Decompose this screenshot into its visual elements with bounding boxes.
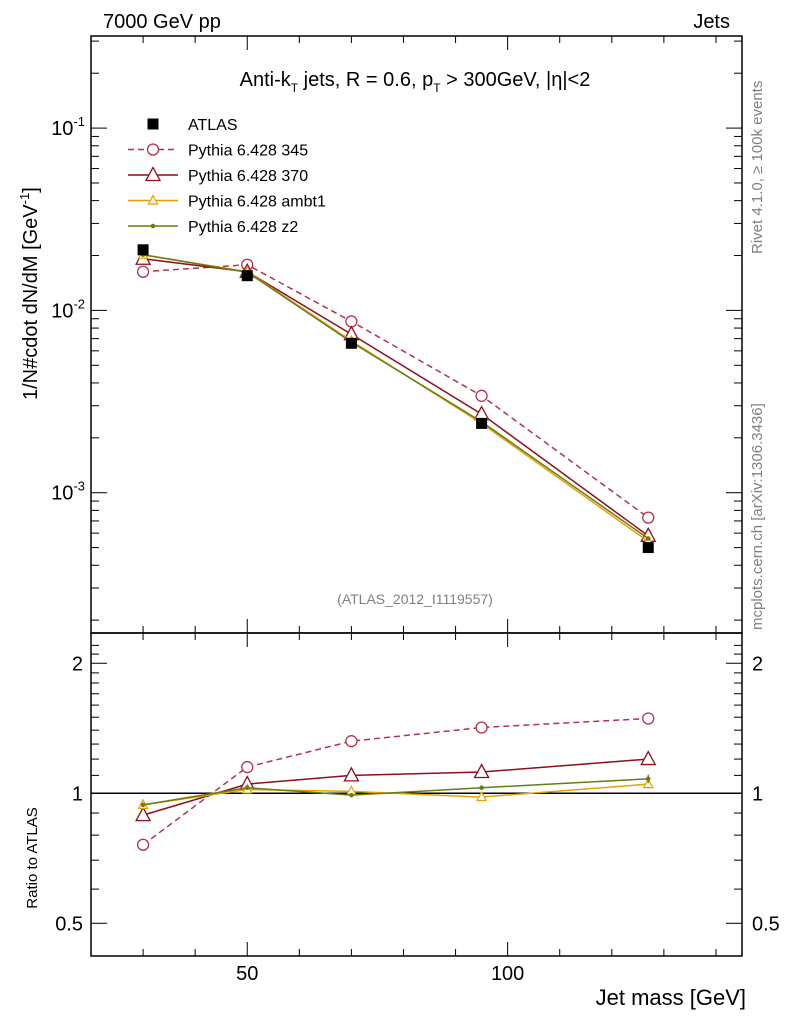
data-point [137,244,149,256]
data-point [642,511,655,524]
data-point [642,712,655,725]
ratio-series-line [142,717,649,846]
data-point [476,790,488,802]
data-point [134,806,152,822]
header-right: Jets [693,11,730,33]
ratio-y-tick-label-right: 1 [752,783,763,805]
data-point [479,785,484,791]
data-point [349,792,354,798]
x-tick-label: 50 [236,963,258,985]
ratio-series-line [142,758,649,816]
data-point [345,337,357,349]
data-point [147,194,159,205]
y-tick-label: 10-3 [51,479,85,505]
ratio-y-tick-label-right: 2 [752,653,763,675]
plot-title: Anti-kT jets, R = 0.6, pT > 300GeV, |η|<… [240,69,591,95]
legend-label: Pythia 6.428 370 [188,168,308,185]
data-point [241,760,254,774]
legend-entry: Pythia 6.428 ambt1 [128,194,326,211]
data-point [475,389,488,402]
main-y-axis-label: 1/N#cdot dN/dM [GeV-1] [17,187,42,400]
data-point [645,776,651,782]
data-point [642,542,654,554]
data-point [475,721,488,734]
data-point [144,166,162,182]
y-tick-label: 10-1 [51,114,85,140]
data-point [136,265,150,278]
ratio-series-line [142,778,649,806]
rivet-label: Rivet 4.1.0, ≥ 100k events [749,81,766,254]
data-point [244,785,250,791]
x-tick-label: 100 [491,963,524,985]
ratio-series-line [142,783,649,806]
data-point [642,777,654,789]
legend-label: Pythia 6.428 z2 [188,219,298,236]
header-left: 7000 GeV pp [103,11,221,33]
data-point [136,838,150,851]
series-line [142,258,649,537]
legend: ATLAS Pythia 6.428 345 Pythia 6.428 370 Pyt… [128,117,326,236]
x-axis-label: Jet mass [GeV] [596,985,746,1010]
data-point [150,223,156,229]
ratio-y-tick-label: 0.5 [55,913,83,935]
ratio-frame [90,632,743,957]
data-point [241,270,253,282]
legend-label: Pythia 6.428 345 [188,143,308,160]
y-tick-label: 10-2 [51,296,85,322]
legend-label: ATLAS [188,117,238,134]
ratio-y-axis-label: Ratio to ATLAS [24,807,41,908]
data-point [640,750,657,766]
legend-entry: Pythia 6.428 345 [128,143,308,160]
series-line [142,253,649,540]
data-point [345,735,358,748]
series-line [142,253,649,543]
data-point [147,118,159,130]
plot-area: 50 100 10-1 10-2 10-3 0.5 0.5 1 1 2 2 [51,35,780,985]
ratio-y-tick-label: 1 [72,783,83,805]
data-point [146,143,160,156]
analysis-id: (ATLAS_2012_I1119557) [337,591,493,607]
data-point [343,766,360,782]
legend-entry: Pythia 6.428 370 [128,166,308,185]
source-label: mcplots.cern.ch [arXiv:1306.3436] [749,403,766,630]
legend-entry: ATLAS [147,117,238,134]
ratio-y-tick-label-right: 0.5 [752,913,780,935]
data-point [476,417,488,429]
data-point [140,802,146,808]
ratio-y-tick-label: 2 [72,653,83,675]
data-point [345,315,358,328]
legend-label: Pythia 6.428 ambt1 [188,194,326,211]
legend-entry: Pythia 6.428 z2 [128,219,298,236]
data-point [473,763,490,779]
data-point [645,536,651,541]
